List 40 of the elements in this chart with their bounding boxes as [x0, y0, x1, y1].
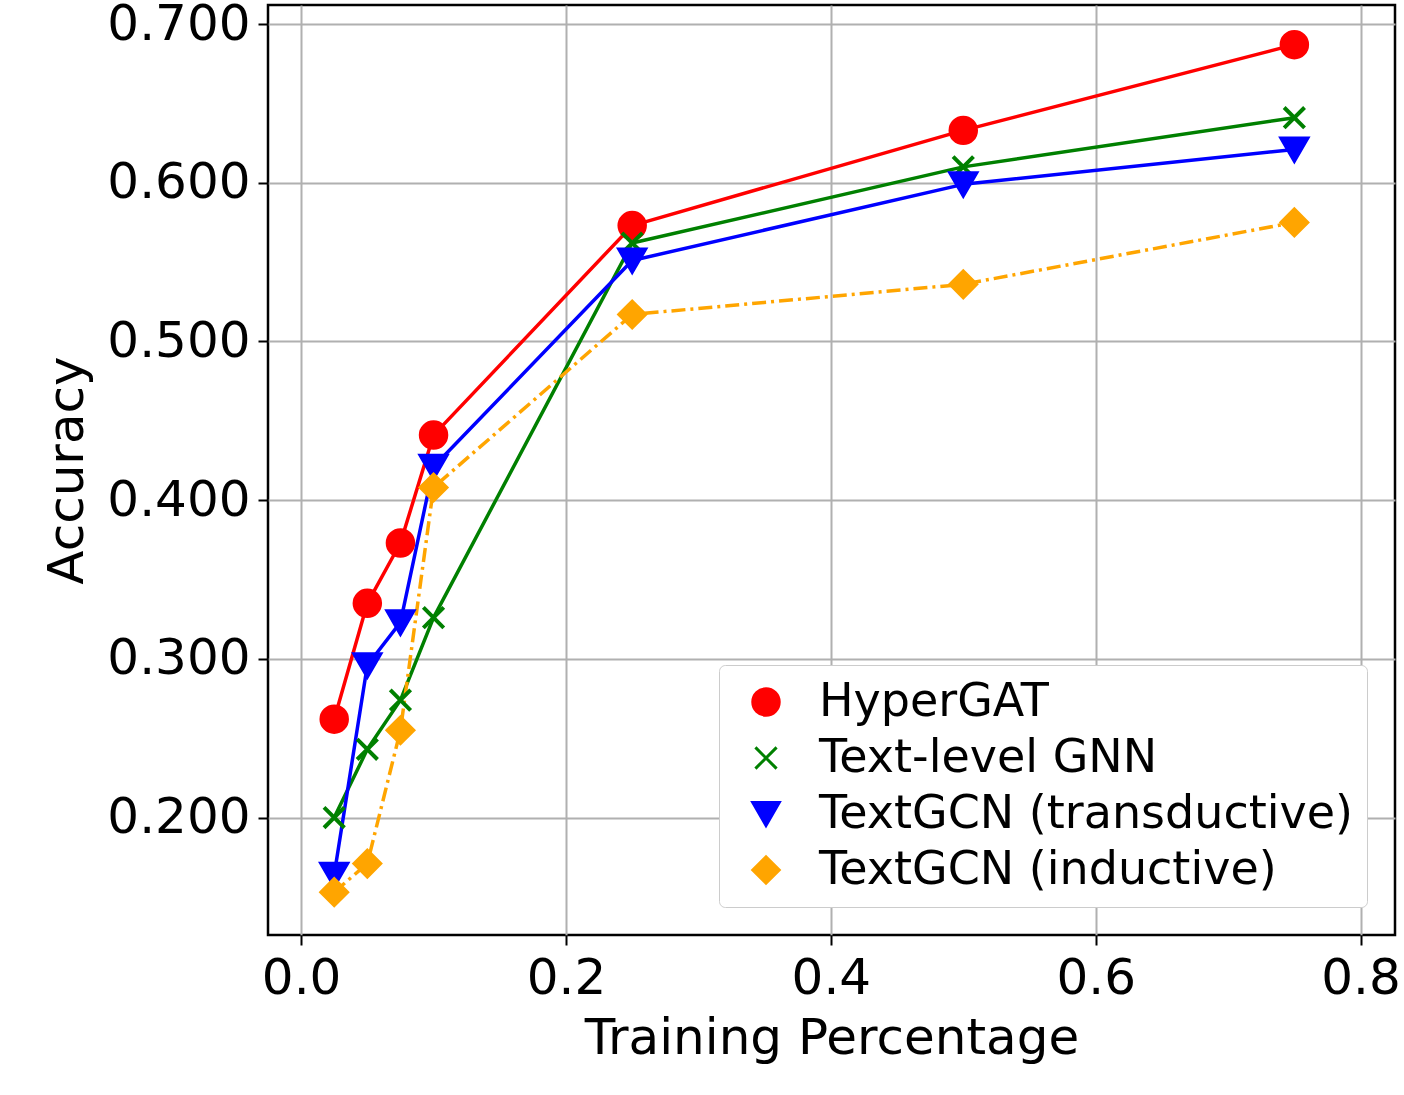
point: [319, 704, 349, 734]
point: [418, 420, 449, 450]
x-tick-label: 0.4: [791, 947, 872, 1006]
point: [1279, 207, 1310, 238]
x-tick-label: 0.0: [261, 947, 342, 1006]
y-tick-label: 0.600: [107, 152, 251, 211]
point: [421, 605, 446, 630]
point: [352, 848, 383, 879]
point: [947, 171, 980, 200]
y-tick-label: 0.700: [107, 0, 251, 52]
legend-label: HyperGAT: [819, 673, 1050, 727]
point: [319, 877, 349, 907]
x-tick-label: 0.2: [526, 947, 607, 1006]
y-axis-title: Accuracy: [37, 356, 96, 585]
point: [418, 472, 449, 503]
point: [388, 687, 413, 713]
point: [385, 715, 416, 746]
legend-label: TextGCN (transductive): [818, 785, 1353, 839]
y-tick-label: 0.200: [107, 787, 251, 846]
y-tick-label: 0.300: [107, 628, 251, 687]
point: [617, 299, 647, 330]
point: [384, 609, 417, 638]
point: [385, 528, 416, 558]
point: [617, 210, 647, 241]
legend-label: Text-level GNN: [818, 729, 1158, 783]
point: [948, 115, 979, 146]
point: [1278, 136, 1311, 165]
y-tick-label: 0.400: [107, 469, 251, 528]
point: [1279, 29, 1310, 60]
x-tick-label: 0.6: [1056, 947, 1136, 1006]
x-axis-title: Training Percentage: [583, 1007, 1080, 1066]
point: [351, 652, 384, 681]
point: [322, 805, 347, 830]
point: [352, 588, 383, 619]
legend-label: TextGCN (inductive): [818, 841, 1277, 895]
point: [355, 737, 380, 762]
y-tick-label: 0.500: [107, 310, 251, 369]
point: [948, 269, 979, 300]
x-tick-label: 0.8: [1321, 947, 1401, 1006]
point: [1282, 105, 1307, 130]
